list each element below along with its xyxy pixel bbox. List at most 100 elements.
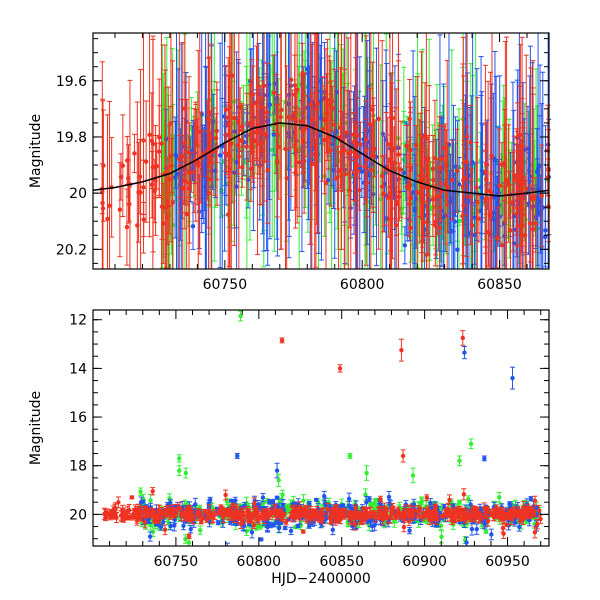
- top-point-red-659-marker: [279, 107, 284, 113]
- top-point-red-832-marker: [388, 216, 393, 222]
- top-point-red-798-marker: [328, 147, 333, 153]
- top-point-red-834-marker: [430, 197, 435, 202]
- top-xtick-label-3: 60850: [477, 277, 522, 293]
- top-point-blue-485: [286, 33, 292, 259]
- top-point-blue-537-marker: [412, 208, 417, 213]
- top-point-red-894-marker: [511, 177, 517, 182]
- top-point-red-828-marker: [193, 140, 198, 146]
- top-point-red-872-marker: [442, 146, 447, 151]
- top-point-red-638: [179, 98, 185, 214]
- top-point-red-844-marker: [517, 132, 522, 138]
- top-point-red-692-marker: [184, 211, 189, 217]
- top-point-blue-543-marker: [363, 122, 368, 127]
- top-point-red-842-marker: [519, 213, 525, 218]
- top-point-red-767-marker: [247, 121, 252, 126]
- top-point-red-787-marker: [286, 114, 291, 120]
- top-point-red-839-marker: [504, 177, 509, 183]
- top-point-blue-524-marker: [447, 199, 453, 205]
- top-point-red-600: [523, 54, 529, 269]
- top-point-red-596-marker: [159, 141, 164, 146]
- top-point-red-907-marker: [424, 186, 430, 191]
- top-point-red-590-marker: [323, 180, 329, 186]
- top-point-red-668: [321, 85, 327, 195]
- top-point-red-857-marker: [260, 104, 265, 110]
- top-point-red-705-marker: [223, 107, 229, 112]
- top-point-blue-549-marker: [202, 165, 207, 171]
- top-point-blue-444-marker: [380, 131, 386, 137]
- top-point-red-863-marker: [397, 189, 402, 195]
- top-point-red-633: [376, 33, 382, 250]
- top-point-red-881-marker: [515, 206, 520, 211]
- top-point-blue-509-marker: [472, 215, 477, 220]
- top-point-red-854: [100, 100, 106, 269]
- top-point-red-774-marker: [132, 151, 137, 156]
- top-point-red-809-marker: [297, 160, 302, 165]
- top-point-red-721: [141, 33, 147, 254]
- top-ytick-label-1: 19.6: [56, 74, 87, 90]
- top-point-red-727: [319, 76, 325, 182]
- top-point-green-224: [335, 33, 341, 250]
- top-point-red-899-marker: [508, 228, 513, 233]
- top-point-red-711-marker: [298, 119, 304, 124]
- top-point-blue-529: [234, 51, 240, 269]
- bottom-point-green-93-marker: [148, 498, 153, 503]
- top-point-red-649-marker: [265, 167, 271, 173]
- top-point-blue-517: [452, 172, 458, 269]
- top-point-red-799-marker: [294, 87, 300, 92]
- bottom-point-green-53: [465, 495, 471, 503]
- bottom-data-points: [101, 310, 544, 546]
- top-point-red-703-marker: [271, 90, 277, 95]
- top-point-red-824-marker: [226, 212, 231, 217]
- top-point-red-803-marker: [157, 135, 162, 140]
- top-ylabel: Magnitude: [28, 114, 44, 188]
- top-point-green-252-marker: [270, 147, 275, 153]
- top-point-red-884-marker: [189, 170, 194, 175]
- top-point-red-902-marker: [485, 188, 491, 193]
- top-point-blue-325: [196, 174, 202, 249]
- top-point-red-676-marker: [468, 140, 473, 145]
- top-point-red-829-marker: [248, 166, 254, 171]
- top-point-red-618-marker: [464, 134, 470, 139]
- top-point-red-865-marker: [244, 144, 249, 149]
- top-point-red-851-marker: [310, 117, 316, 122]
- top-point-red-905-marker: [136, 190, 141, 195]
- top-point-red-653-marker: [488, 212, 493, 218]
- top-point-red-600-marker: [524, 186, 529, 192]
- top-point-red-825-marker: [239, 127, 245, 133]
- top-point-red-655: [398, 120, 404, 219]
- top-point-blue-531-marker: [401, 170, 407, 176]
- top-point-red-897-marker: [489, 154, 495, 159]
- top-point-red-821-marker: [371, 154, 376, 159]
- top-point-red-910-marker: [168, 153, 174, 159]
- top-point-red-874-marker: [313, 144, 319, 149]
- top-point-red-597-marker: [497, 183, 502, 188]
- top-point-blue-546-marker: [305, 67, 310, 72]
- top-point-red-770: [134, 101, 140, 269]
- top-point-red-675-marker: [170, 200, 175, 205]
- top-data-points: [99, 33, 552, 270]
- top-point-red-625: [186, 76, 192, 269]
- top-point-red-756-marker: [546, 204, 551, 209]
- top-point-blue-518: [441, 83, 447, 269]
- top-point-blue-509: [472, 163, 478, 269]
- top-point-red-652-marker: [351, 139, 357, 144]
- top-point-red-678: [229, 33, 234, 269]
- top-point-blue-531: [401, 153, 407, 193]
- top-xtick-label-2: 60800: [340, 277, 385, 293]
- top-point-red-854-marker: [100, 206, 106, 211]
- top-point-blue-460-marker: [465, 198, 471, 203]
- top-point-red-644: [332, 69, 338, 181]
- top-point-red-649: [265, 116, 271, 224]
- top-point-red-878-marker: [154, 163, 159, 169]
- top-ytick-label-4: 20.2: [56, 242, 87, 258]
- top-point-red-695: [379, 156, 385, 196]
- top-point-red-718-marker: [435, 194, 440, 199]
- top-point-red-895: [120, 114, 126, 218]
- top-point-red-876-marker: [454, 168, 460, 174]
- top-point-red-672: [379, 40, 385, 269]
- top-point-red-868-marker: [394, 223, 399, 228]
- top-point-red-633-marker: [376, 116, 381, 122]
- top-point-red-785: [147, 33, 153, 238]
- top-point-red-908-marker: [486, 229, 491, 235]
- top-point-red-891-marker: [301, 158, 307, 164]
